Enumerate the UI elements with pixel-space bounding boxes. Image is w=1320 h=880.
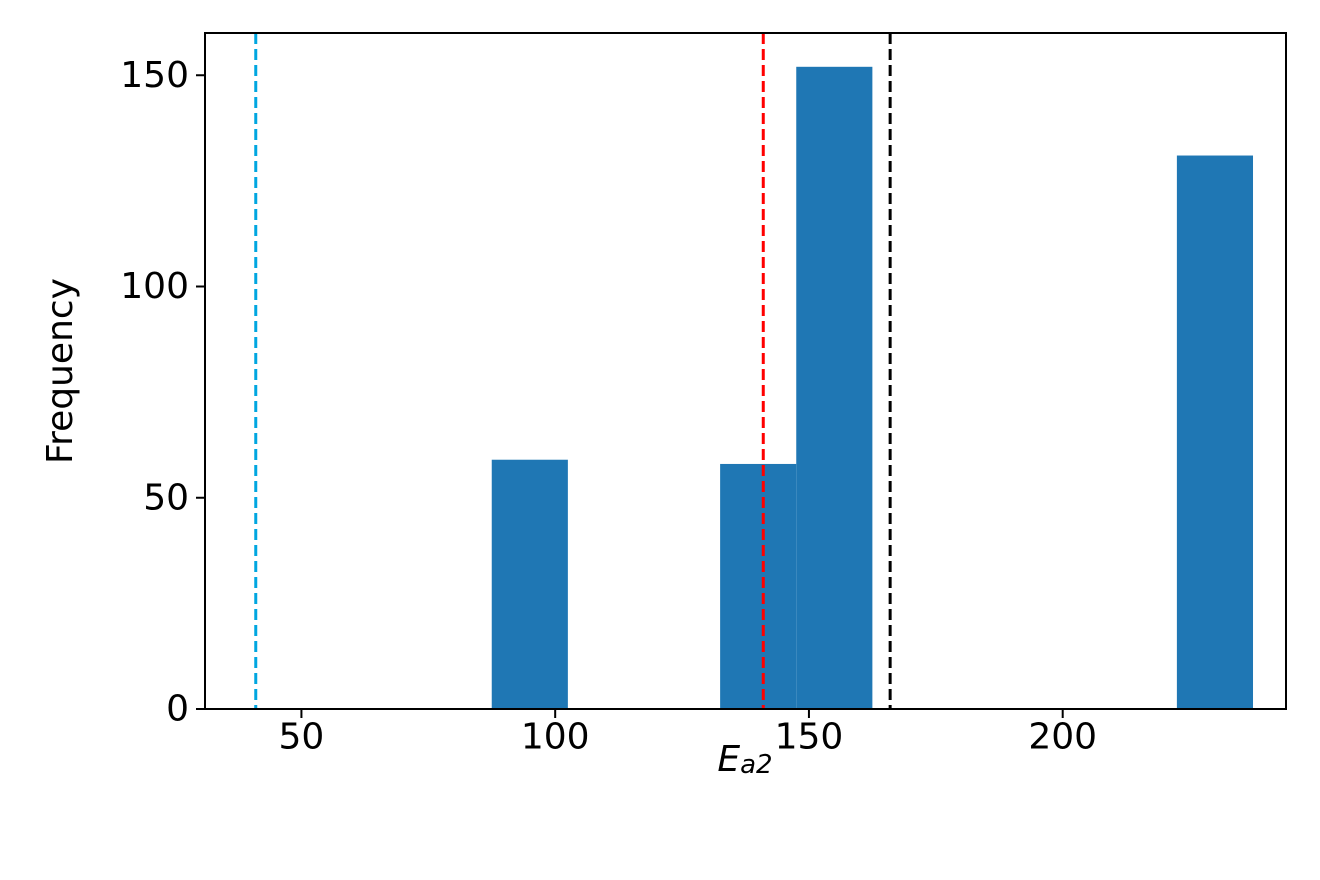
y-tick-label-50: 50 [143,477,189,518]
histogram-bar-1 [491,459,568,709]
plot-frame [204,32,1287,710]
y-axis-label: Frequency [40,278,81,464]
bars-group [491,66,1254,710]
x-tick-label-200: 200 [1028,717,1097,758]
reference-lines-group [254,33,892,709]
histogram-bar-3 [796,66,873,710]
x-axis-label: Ea2 [717,739,772,781]
x-axis-label-main: E [717,739,740,780]
x-tick-label-50: 50 [279,717,325,758]
x-axis-label-sub: a2 [740,750,772,780]
y-tick-label-100: 100 [120,266,189,307]
x-tick-label-100: 100 [521,717,590,758]
y-tick-label-0: 0 [166,689,189,730]
y-tick-label-150: 150 [120,55,189,96]
x-axis-ticks: 50 100 150 200 [279,709,1097,758]
x-tick-label-150: 150 [775,717,844,758]
histogram-bar-4 [1176,155,1254,709]
y-axis-ticks: 0 50 100 150 [120,55,205,730]
histogram-bar-2 [720,463,797,709]
